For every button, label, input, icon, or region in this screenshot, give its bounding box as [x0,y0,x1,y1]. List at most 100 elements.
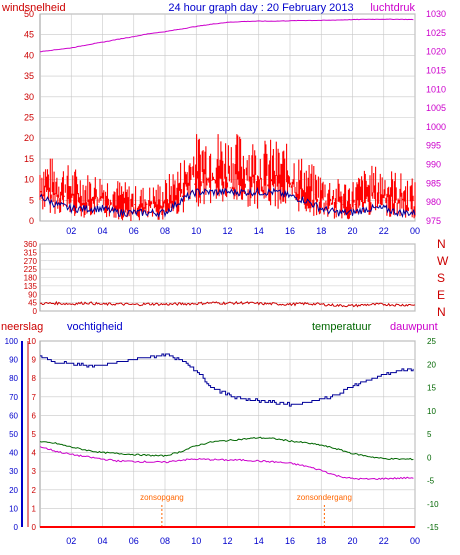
rain-y-tick: 5 [32,430,37,439]
rain-y-tick: 2 [32,486,37,495]
rain-y-tick: 9 [32,356,37,365]
rain-label: neerslag [1,321,43,333]
temp-x-tick: 00 [410,536,420,546]
temp-x-tick: 16 [285,536,295,546]
rain-y-tick: 10 [27,337,36,346]
wind-x-tick: 22 [379,226,389,236]
temp-y-tick: -10 [427,500,439,509]
rain-y-tick: 6 [32,411,37,420]
wind-x-tick: 10 [191,226,201,236]
rain-y-tick: 7 [32,393,37,402]
pressure-series [39,18,414,53]
direction-y-tick: 315 [24,248,38,257]
rain-y-tick: 4 [32,449,37,458]
dewpoint-label: dauwpunt [390,321,438,333]
wind-y-tick: 50 [24,9,34,19]
wind-x-tick: 20 [347,226,357,236]
pressure-y-tick: 1025 [426,28,446,38]
humidity-y-tick: 10 [9,504,18,513]
rain-y-tick: 3 [32,467,37,476]
temperature-series [39,436,414,461]
humidity-y-tick: 40 [9,449,18,458]
wind-y-tick: 20 [24,133,34,143]
wind-y-tick: 40 [24,50,34,60]
temp-y-tick: -15 [427,523,439,532]
direction-series [39,300,416,308]
humidity-y-tick: 100 [5,337,19,346]
temp-x-tick: 08 [160,536,170,546]
rain-y-tick: 8 [32,374,37,383]
temp-x-tick: 10 [191,536,201,546]
temp-x-tick: 04 [97,536,107,546]
wind-y-tick: 10 [24,175,34,185]
pressure-y-tick: 995 [426,141,441,151]
sunset-label: zonsondergang [297,493,352,502]
humidity-y-tick: 80 [9,374,18,383]
humidity-label: vochtigheid [67,321,123,333]
compass-letter: S [437,271,445,285]
humidity-y-tick: 70 [9,393,18,402]
direction-y-tick: 270 [24,257,38,266]
direction-y-tick: 225 [24,265,38,274]
temp-y-tick: 5 [427,430,432,439]
humidity-y-tick: 90 [9,356,18,365]
temp-x-tick: 06 [129,536,139,546]
direction-y-tick: 180 [24,274,38,283]
wind-x-tick: 02 [66,226,76,236]
wind-y-tick: 15 [24,154,34,164]
wind-x-tick: 18 [316,226,326,236]
temp-x-tick: 18 [316,536,326,546]
rain-y-tick: 1 [32,504,37,513]
wind-y-tick: 5 [29,195,34,205]
wind-x-tick: 00 [410,226,420,236]
humidity-y-tick: 50 [9,430,18,439]
wind-x-tick: 04 [97,226,107,236]
sunrise-label: zonsopgang [140,493,184,502]
temp-x-tick: 20 [347,536,357,546]
pressure-y-tick: 1015 [426,65,446,75]
temp-y-tick: 25 [427,337,436,346]
temp-y-tick: 20 [427,360,436,369]
humidity-y-tick: 0 [14,523,19,532]
windspeed-label: windsnelheid [1,2,66,14]
pressure-y-tick: 975 [426,216,441,226]
pressure-y-tick: 990 [426,160,441,170]
wind-x-tick: 06 [129,226,139,236]
compass-letter: E [437,288,445,302]
direction-y-tick: 135 [24,282,38,291]
compass-letter: W [437,254,449,268]
direction-y-tick: 0 [33,307,38,316]
temp-y-tick: 10 [427,407,436,416]
dewpoint-series [39,446,414,481]
humidity-y-tick: 20 [9,486,18,495]
temp-y-tick: 15 [427,384,436,393]
wind-y-tick: 0 [29,216,34,226]
temp-x-tick: 02 [66,536,76,546]
temp-x-tick: 12 [222,536,232,546]
pressure-y-tick: 1030 [426,9,446,19]
chart-title: 24 hour graph day : 20 February 2013 [168,2,353,14]
direction-y-tick: 90 [28,290,37,299]
rain-y-tick: 0 [32,523,37,532]
wind-gust-series [39,134,416,221]
wind-y-tick: 45 [24,30,34,40]
wind-x-tick: 12 [222,226,232,236]
wind-x-tick: 16 [285,226,295,236]
temp-y-tick: 0 [427,453,432,462]
wind-y-tick: 25 [24,113,34,123]
pressure-y-tick: 985 [426,178,441,188]
humidity-y-tick: 60 [9,411,18,420]
direction-y-tick: 360 [24,240,38,249]
temperature-label: temperatuur [312,321,372,333]
plot-layer: 0510152025303540455097598098599099510001… [5,9,449,546]
pressure-y-tick: 1005 [426,103,446,113]
pressure-y-tick: 1000 [426,122,446,132]
pressure-y-tick: 980 [426,197,441,207]
pressure-y-tick: 1010 [426,84,446,94]
temp-x-tick: 22 [379,536,389,546]
humidity-y-tick: 30 [9,467,18,476]
pressure-label: luchtdruk [370,2,415,14]
wind-x-tick: 14 [254,226,264,236]
humidity-series [40,353,414,407]
